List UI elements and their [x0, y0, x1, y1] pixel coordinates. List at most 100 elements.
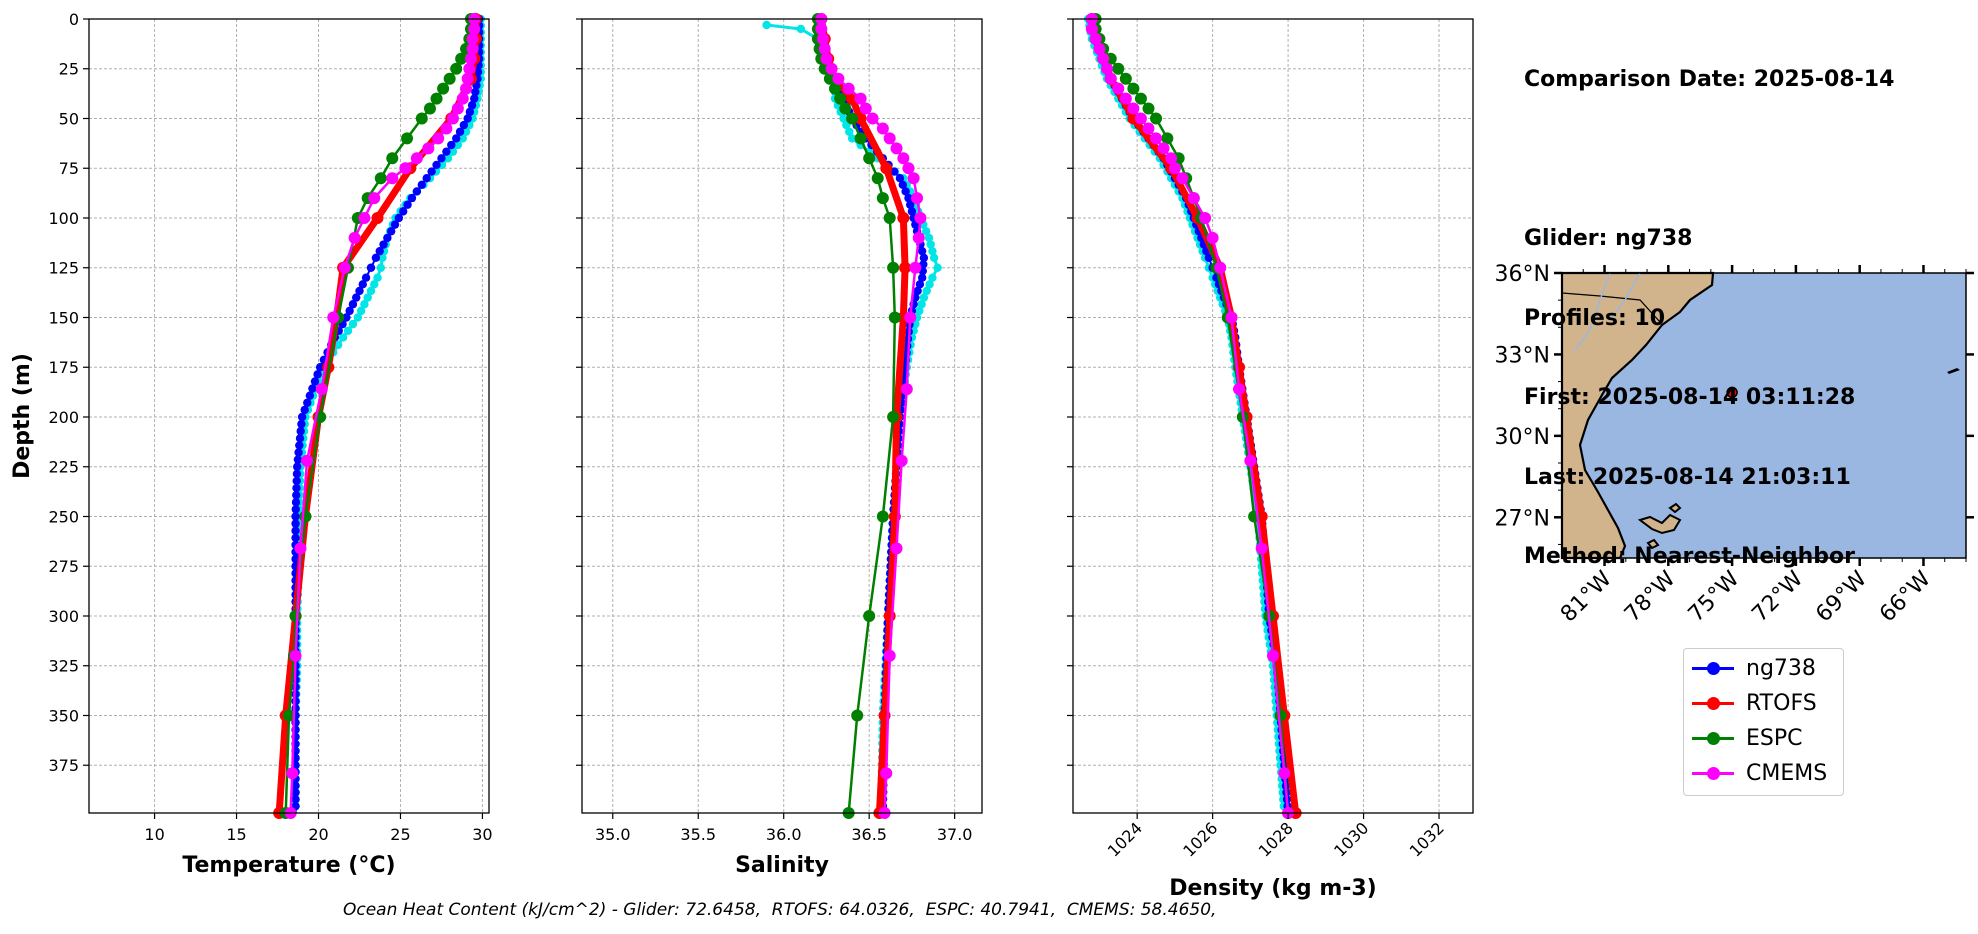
- data-point: [450, 62, 463, 75]
- data-point: [461, 72, 474, 85]
- data-point: [300, 405, 309, 415]
- legend-label: CMEMS: [1746, 760, 1828, 786]
- data-point: [399, 162, 412, 175]
- data-point: [373, 273, 382, 282]
- legend-swatch: [1692, 731, 1734, 745]
- data-point: [338, 333, 348, 342]
- data-point: [366, 263, 376, 272]
- series-RTOFS: [1085, 13, 1302, 819]
- data-point: [909, 261, 922, 274]
- data-point: [415, 112, 428, 125]
- legend-item: RTOFS: [1692, 686, 1817, 720]
- data-point: [437, 82, 450, 95]
- data-point: [308, 384, 317, 393]
- data-point: [368, 192, 381, 205]
- data-point: [902, 162, 915, 175]
- data-point: [291, 795, 300, 804]
- data-point: [352, 293, 361, 302]
- data-point: [448, 147, 458, 156]
- data-point: [928, 246, 937, 256]
- series-line: [766, 23, 940, 814]
- x-axis-label: Temperature (°C): [182, 853, 395, 878]
- data-point: [348, 319, 358, 329]
- state-border: [1561, 292, 1661, 323]
- location-map: 36°N33°N30°N27°N81°W 78°W 75°W 72°W 69°W 66°W: [1495, 262, 1974, 627]
- data-point: [914, 211, 927, 224]
- data-point: [292, 469, 302, 479]
- data-point: [410, 152, 423, 165]
- data-point: [823, 72, 836, 85]
- data-point: [1233, 383, 1246, 396]
- comparison-date: Comparison Date: 2025-08-14: [1524, 67, 1895, 92]
- data-point: [1142, 122, 1155, 135]
- data-point: [394, 213, 404, 223]
- data-point: [1187, 192, 1200, 205]
- data-point: [1112, 62, 1125, 75]
- legend-item: ESPC: [1692, 721, 1803, 755]
- data-point: [451, 102, 464, 115]
- data-point: [1127, 102, 1140, 115]
- data-point: [1150, 132, 1163, 145]
- data-point: [383, 233, 392, 243]
- x-axis-label: Salinity: [735, 853, 829, 878]
- data-point: [467, 101, 477, 110]
- data-point: [286, 767, 299, 780]
- data-point: [466, 42, 479, 55]
- data-point: [291, 512, 300, 521]
- river: [1609, 272, 1641, 321]
- data-point: [847, 134, 857, 143]
- data-point: [845, 127, 854, 136]
- data-point: [291, 788, 300, 797]
- x-tick-label: 1028: [1255, 818, 1297, 860]
- data-point: [379, 240, 388, 249]
- x-tick-label: 36.0: [766, 825, 802, 844]
- data-point: [363, 293, 372, 302]
- legend-label: RTOFS: [1746, 690, 1817, 716]
- data-point: [913, 286, 922, 296]
- data-point: [818, 42, 831, 55]
- data-point: [412, 187, 422, 196]
- data-point: [291, 498, 301, 507]
- data-point: [291, 505, 300, 514]
- data-point: [289, 649, 302, 662]
- x-axis-label: Density (kg m-3): [1169, 876, 1377, 901]
- data-point: [366, 286, 376, 296]
- data-point: [825, 62, 838, 75]
- data-point: [399, 207, 408, 216]
- series-line: [1086, 18, 1286, 814]
- data-point: [453, 140, 463, 150]
- data-point: [851, 709, 864, 722]
- data-point: [839, 102, 852, 115]
- legend-label: ng738: [1746, 655, 1816, 681]
- data-point: [1104, 72, 1117, 85]
- data-point: [820, 52, 833, 65]
- map-lat-label: 30°N: [1495, 425, 1550, 450]
- data-point: [883, 211, 896, 224]
- x-tick-label: 1030: [1330, 818, 1372, 860]
- data-point: [386, 227, 396, 236]
- data-point: [815, 22, 828, 35]
- map-lat-label: 27°N: [1495, 506, 1550, 531]
- data-point: [422, 142, 435, 155]
- data-point: [1089, 32, 1102, 45]
- data-point: [427, 167, 436, 176]
- y-axis-label: Depth (m): [10, 353, 35, 479]
- data-point: [846, 112, 859, 125]
- data-point: [883, 609, 896, 622]
- data-point: [915, 306, 924, 316]
- data-point: [1165, 152, 1178, 165]
- data-point: [358, 280, 367, 289]
- data-point: [880, 767, 893, 780]
- data-point: [360, 300, 369, 309]
- data-point: [911, 192, 924, 205]
- data-point: [839, 114, 848, 123]
- y-tick-label: 25: [59, 60, 79, 79]
- data-point: [460, 82, 473, 95]
- y-tick-label: 275: [48, 557, 79, 576]
- data-point: [900, 383, 913, 396]
- y-tick-label: 225: [48, 458, 79, 477]
- data-point: [883, 132, 896, 145]
- x-tick-label: 10: [144, 825, 164, 844]
- data-point: [343, 326, 353, 335]
- data-point: [887, 410, 900, 423]
